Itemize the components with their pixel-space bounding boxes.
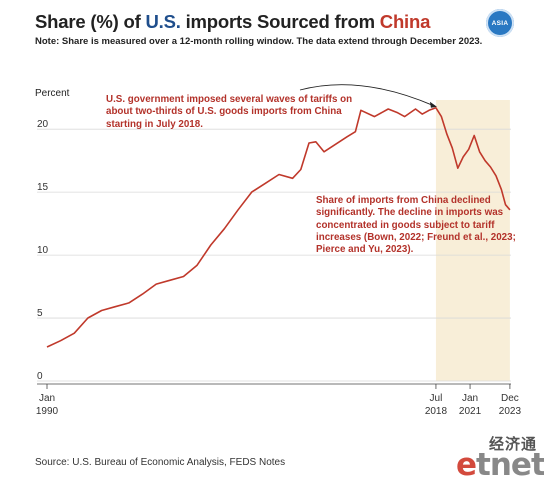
logo-text: ASIA	[491, 19, 509, 27]
y-axis-label: Percent	[35, 88, 70, 99]
chart-title: Share (%) of U.S. imports Sourced from C…	[35, 11, 430, 33]
x-tick-label-1990-month: Jan	[39, 393, 55, 404]
y-tick-label-0: 0	[37, 371, 43, 382]
x-tick-label-2018-year: 2018	[425, 406, 448, 417]
asia-logo: ASIA	[486, 9, 514, 37]
annotation-tariffs: U.S. government imposed several waves of…	[106, 94, 353, 130]
x-tick-label-2021-month: Jan	[462, 393, 478, 404]
y-tick-label-15: 15	[37, 182, 49, 193]
chart-note: Note: Share is measured over a 12-month …	[35, 36, 483, 47]
y-tick-label-20: 20	[37, 119, 49, 130]
watermark-chinese: 经济通	[489, 435, 538, 453]
etnet-watermark: etnet	[456, 447, 544, 483]
annotation-arrow	[299, 84, 435, 107]
annotation-arrowhead	[429, 101, 437, 108]
tariff-period-shade	[435, 100, 510, 381]
x-tick-label-2021-year: 2021	[459, 406, 482, 417]
title-part-us: U.S.	[145, 11, 181, 32]
title-part-1: Share (%) of	[35, 11, 146, 32]
title-part-3: imports Sourced from	[180, 11, 380, 32]
y-tick-label-5: 5	[37, 308, 43, 319]
source-note: Source: U.S. Bureau of Economic Analysis…	[35, 457, 286, 468]
title-part-china: China	[379, 11, 431, 32]
series-line-0	[46, 107, 511, 348]
x-tick-label-2023-month: Dec	[501, 393, 519, 404]
annotation-decline: Share of imports from China declined sig…	[316, 195, 516, 256]
x-tick-label-2018-month: Jul	[430, 393, 443, 404]
y-tick-label-10: 10	[37, 245, 49, 256]
x-tick-label-2023-year: 2023	[499, 406, 522, 417]
x-tick-label-1990-year: 1990	[36, 406, 59, 417]
